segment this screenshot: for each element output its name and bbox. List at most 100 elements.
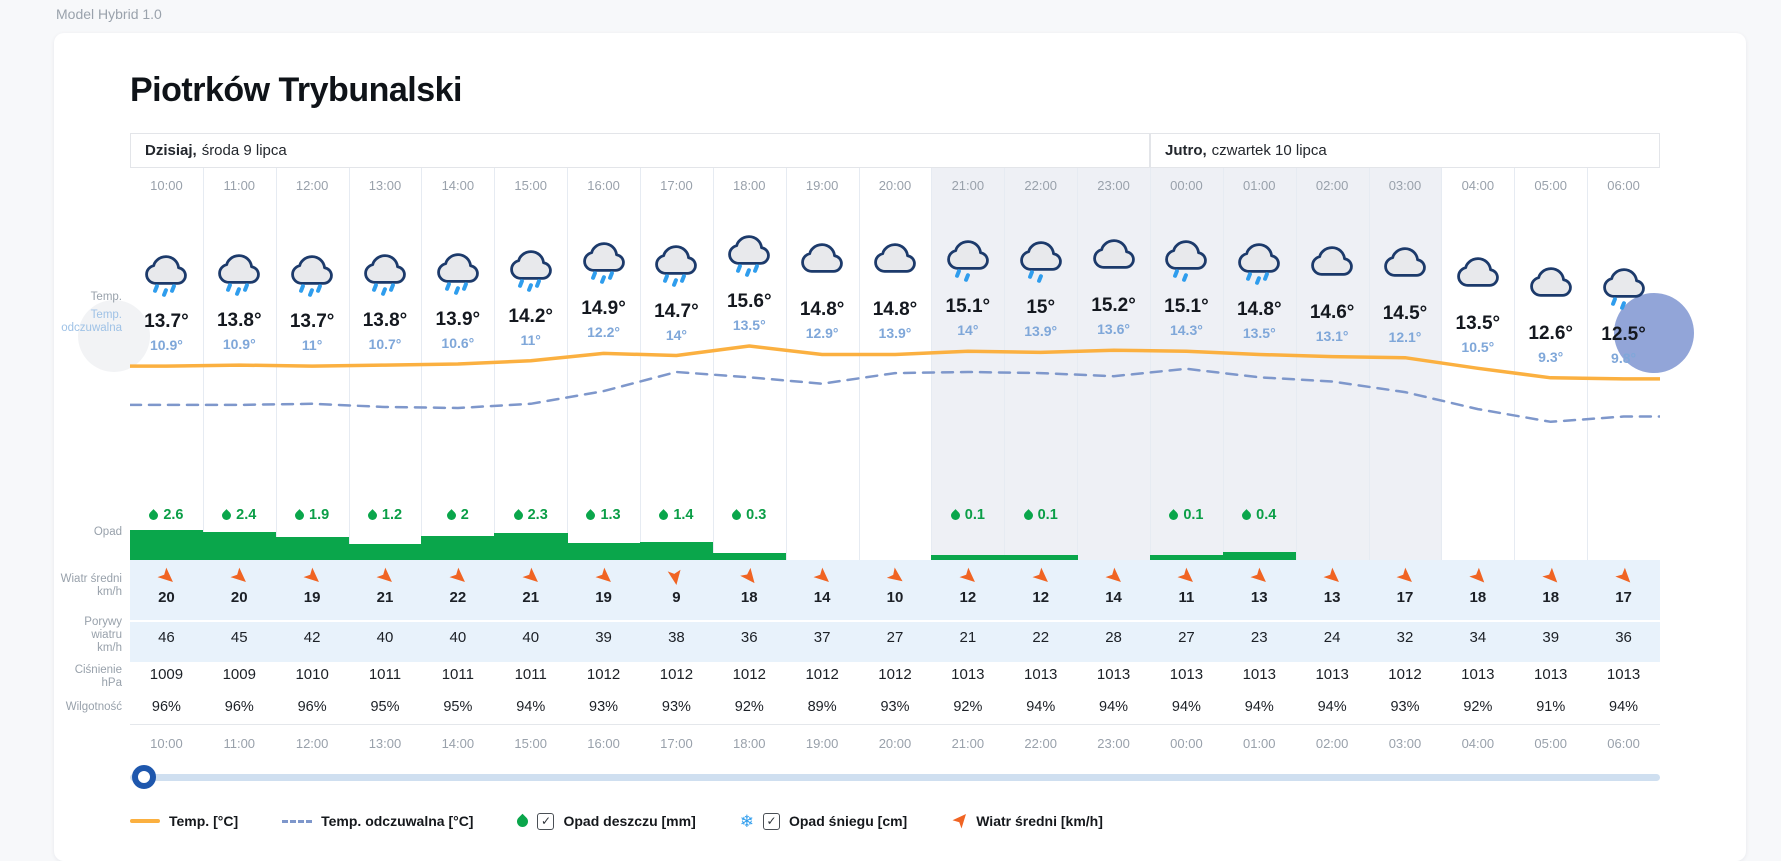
gust-value: 28 [1105, 629, 1122, 646]
pressure-value: 1013 [951, 666, 985, 683]
gust-value: 42 [303, 629, 321, 646]
wind-direction-icon [157, 566, 174, 588]
temp-value: 15.6° [726, 291, 772, 312]
feels-like-value: 14° [665, 326, 687, 343]
precip-bar [1150, 555, 1224, 560]
gust-value: 40 [522, 629, 540, 646]
pressure-value: 1013 [1096, 666, 1131, 683]
wind-direction-icon [1105, 566, 1122, 588]
wind-value: 17 [1396, 589, 1414, 606]
row-label-humidity: Wilgotność [65, 701, 122, 713]
row-label-temp: Temp. [90, 291, 122, 303]
temp-value: 15° [1026, 297, 1056, 319]
feels-like-value: 13.9° [878, 325, 912, 342]
humidity-value: 96% [151, 699, 181, 715]
forecast-table: Temp. [°C] Temp. odczuwalna [°C] ✓ Opad … [61, 168, 1694, 858]
wind-direction-icon [667, 566, 684, 588]
wind-direction-icon [1469, 566, 1486, 588]
bottom-hour-label: 10:00 [150, 736, 183, 751]
column-separator [1514, 168, 1516, 560]
gust-value: 24 [1323, 629, 1341, 646]
gust-value: 40 [376, 629, 394, 646]
wind-value: 12 [959, 589, 977, 606]
precip-bar [712, 553, 787, 560]
legend-item-wind: Wiatr średni [km/h] [951, 813, 1103, 829]
weather-icon-rain [721, 233, 777, 279]
gust-value: 40 [449, 629, 467, 646]
wind-value: 13 [1323, 589, 1341, 606]
page-title: Piotrków Trybunalski [130, 71, 462, 109]
humidity-value: 94% [1244, 699, 1274, 715]
rain-drop-glyph [161, 287, 169, 298]
hour-label: 18:00 [732, 178, 766, 193]
forecast-card: Piotrków Trybunalski Dzisiaj, środa 9 lip… [54, 33, 1746, 861]
weather-icon-rain [1231, 241, 1287, 287]
rain-drop-glyph [1036, 273, 1044, 284]
legend-label: Opad śniegu [cm] [788, 813, 908, 829]
feels-like-value: 12.1° [1388, 328, 1422, 345]
pressure-value: 1012 [732, 666, 766, 683]
rain-checkbox[interactable]: ✓ [537, 812, 555, 830]
precip-value: 1.3 [567, 505, 640, 525]
scroll-prev-button[interactable] [78, 300, 150, 372]
pressure-value: 1012 [586, 666, 621, 683]
column-separator [1587, 168, 1589, 560]
day-name: Dzisiaj, [145, 142, 197, 159]
wind-value: 19 [303, 589, 321, 606]
precip-bar [130, 530, 204, 560]
hour-label: 21:00 [951, 178, 985, 193]
humidity-value: 93% [1390, 699, 1420, 715]
time-slider-track[interactable] [130, 774, 1660, 781]
precip-value: 2.3 [494, 505, 567, 525]
feels-like-value: 13.5° [1242, 325, 1276, 342]
gust-value: 39 [595, 629, 612, 646]
weather-icon-rain-light [940, 238, 996, 284]
hour-label: 13:00 [368, 178, 402, 193]
legend-label: Temp. odczuwalna [°C] [321, 813, 474, 829]
hour-label: 11:00 [223, 178, 256, 193]
rain-drop-glyph [1245, 272, 1253, 282]
weather-icon-cloud [1450, 255, 1506, 301]
legend-item-temp: Temp. [°C] [130, 813, 238, 829]
bottom-hour-label: 19:00 [805, 736, 839, 751]
column-separator [1295, 168, 1297, 560]
wind-value: 17 [1615, 589, 1632, 606]
hour-label: 00:00 [1170, 178, 1203, 193]
hour-label: 02:00 [1315, 178, 1349, 193]
snow-checkbox[interactable]: ✓ [762, 812, 780, 830]
legend-item-rain: ✓ Opad deszczu [mm] [515, 812, 696, 830]
bottom-hour-label: 14:00 [441, 736, 475, 751]
rain-drop-glyph [1181, 272, 1189, 283]
gust-value: 46 [158, 629, 175, 646]
hour-label: 06:00 [1607, 178, 1640, 193]
column-separator [567, 168, 569, 560]
gust-value: 34 [1469, 629, 1487, 646]
rain-drop-glyph [963, 272, 971, 283]
precip-value: 0.1 [931, 505, 1004, 525]
gust-value: 22 [1032, 629, 1050, 646]
hour-label: 20:00 [878, 178, 912, 193]
bottom-hour-label: 13:00 [368, 736, 402, 751]
humidity-value: 95% [370, 699, 400, 715]
rain-drop-icon [366, 509, 379, 522]
pressure-value: 1013 [1169, 666, 1204, 683]
weather-icon-rain [503, 248, 559, 294]
pressure-value: 1012 [805, 666, 839, 683]
pressure-value: 1013 [1315, 666, 1349, 683]
bottom-hour-label: 17:00 [660, 736, 693, 751]
rain-drop-glyph [307, 287, 315, 298]
gusts-row-band [130, 622, 1660, 662]
wind-value: 18 [1542, 589, 1560, 606]
model-version-label: Model Hybrid 1.0 [56, 6, 162, 22]
time-slider-knob[interactable] [132, 765, 156, 789]
precip-bar [348, 544, 423, 560]
gust-value: 36 [740, 629, 758, 646]
temp-value: 14.9° [581, 298, 626, 320]
wind-direction-icon [1396, 566, 1413, 588]
weather-icon-cloud [1304, 244, 1360, 290]
scroll-next-button[interactable] [1614, 293, 1694, 373]
weather-icon-rain [211, 252, 267, 298]
humidity-value: 96% [297, 699, 327, 715]
gust-value: 36 [1615, 629, 1632, 646]
precip-value: 2 [421, 505, 494, 525]
